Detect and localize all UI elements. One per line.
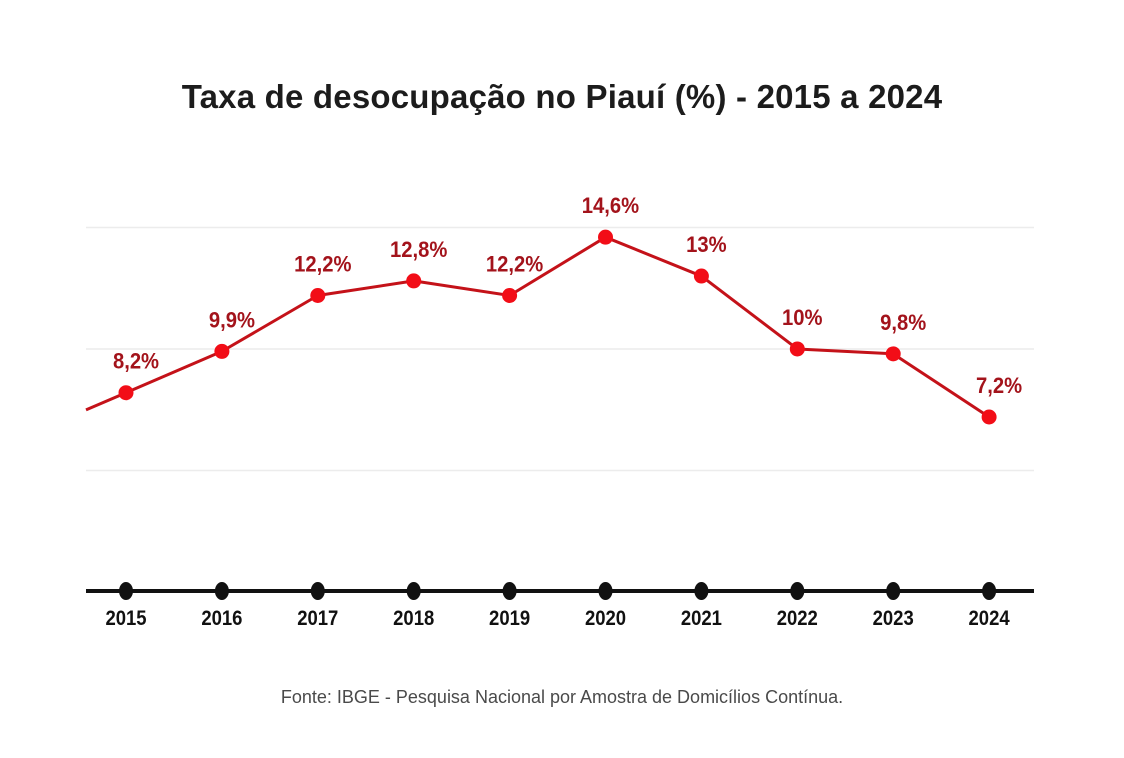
data-label-2018: 12,8%	[390, 238, 448, 262]
x-tick-label-2017: 2017	[297, 607, 338, 630]
x-tick-label-2020: 2020	[585, 607, 626, 630]
data-point-2020	[598, 229, 613, 245]
x-tick-label-2023: 2023	[873, 607, 914, 630]
x-tick-marker-2023	[886, 582, 901, 600]
x-tick-marker-2020	[598, 582, 613, 600]
data-point-2015	[118, 385, 134, 401]
x-tick-marker-2018	[406, 582, 421, 600]
data-label-2015: 8,2%	[113, 350, 159, 374]
source-note: Fonte: IBGE - Pesquisa Nacional por Amos…	[280, 687, 844, 707]
x-tick-label-2021: 2021	[681, 607, 722, 630]
x-tick-label-2022: 2022	[777, 607, 818, 630]
data-label-2021: 13%	[686, 233, 727, 257]
x-tick-marker-2021	[694, 582, 709, 600]
x-tick-marker-2015	[119, 582, 133, 600]
chart-title: Taxa de desocupação no Piauí (%) - 2015 …	[181, 78, 943, 115]
gridlines	[86, 226, 1034, 472]
x-tick-label-2016: 2016	[201, 607, 242, 630]
data-label-2023: 9,8%	[880, 311, 926, 335]
data-label-2019: 12,2%	[486, 253, 544, 277]
data-label-2017: 12,2%	[294, 253, 352, 277]
x-tick-marker-2019	[502, 582, 517, 600]
x-tick-label-2024: 2024	[969, 607, 1010, 630]
data-label-2024: 7,2%	[976, 374, 1022, 398]
x-tick-marker-2024	[982, 582, 997, 600]
data-point-2016	[214, 343, 230, 359]
x-tick-marker-2017	[310, 582, 325, 600]
data-point-2021	[693, 268, 709, 284]
data-label-2022: 10%	[782, 306, 823, 330]
data-label-2020: 14,6%	[582, 194, 640, 218]
data-label-2016: 9,9%	[209, 309, 255, 333]
data-point-2017	[310, 288, 326, 303]
x-tick-label-2019: 2019	[489, 607, 530, 630]
data-series	[85, 229, 997, 425]
data-point-2023	[885, 346, 901, 362]
x-tick-marker-2016	[214, 582, 229, 600]
data-point-2019	[502, 288, 518, 303]
data-point-2024	[981, 409, 997, 425]
data-labels: 8,2% 9,9% 12,2% 12,8% 12,2% 14,6% 13% 10% 9,8% 7,…	[113, 194, 1022, 398]
data-point-2022	[789, 341, 805, 357]
x-axis: 2015 2016 2017 2018 2019 2020 2021 2022 2023 2024	[86, 582, 1034, 630]
data-point-2018	[406, 273, 422, 289]
x-tick-label-2015: 2015	[105, 607, 146, 630]
x-tick-label-2018: 2018	[393, 607, 434, 630]
x-tick-marker-2022	[790, 582, 805, 600]
